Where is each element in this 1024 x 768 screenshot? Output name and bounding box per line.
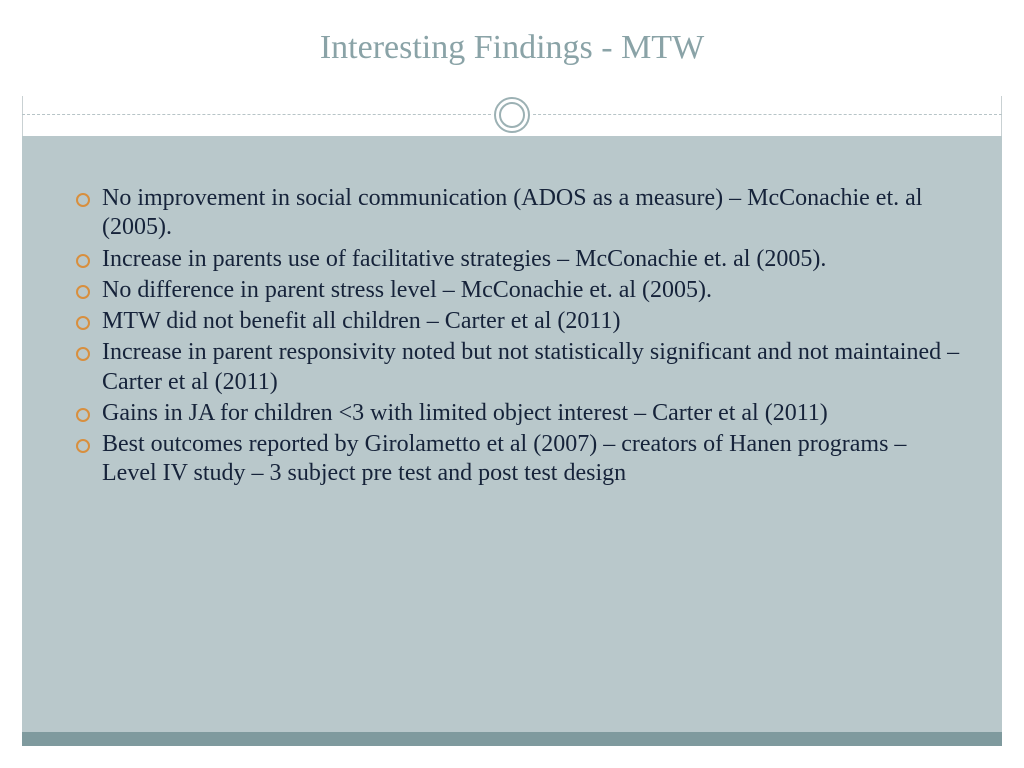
list-item: Gains in JA for children <3 with limited… [72, 399, 962, 428]
accent-band [22, 136, 1002, 148]
bottom-bar [22, 732, 1002, 746]
list-item: No improvement in social communication (… [72, 184, 962, 243]
ornament-circle-icon [493, 96, 531, 134]
slide-title: Interesting Findings - MTW [320, 29, 704, 67]
list-item: MTW did not benefit all children – Carte… [72, 307, 962, 336]
bullet-list: No improvement in social communication (… [72, 184, 962, 489]
list-item: Increase in parents use of facilitative … [72, 245, 962, 274]
list-item: No difference in parent stress level – M… [72, 276, 962, 305]
list-item: Best outcomes reported by Girolametto et… [72, 430, 962, 489]
title-area: Interesting Findings - MTW [0, 0, 1024, 96]
body-area: No improvement in social communication (… [22, 148, 1002, 746]
list-item: Increase in parent responsivity noted bu… [72, 338, 962, 397]
slide: Interesting Findings - MTW No improvemen… [0, 0, 1024, 768]
